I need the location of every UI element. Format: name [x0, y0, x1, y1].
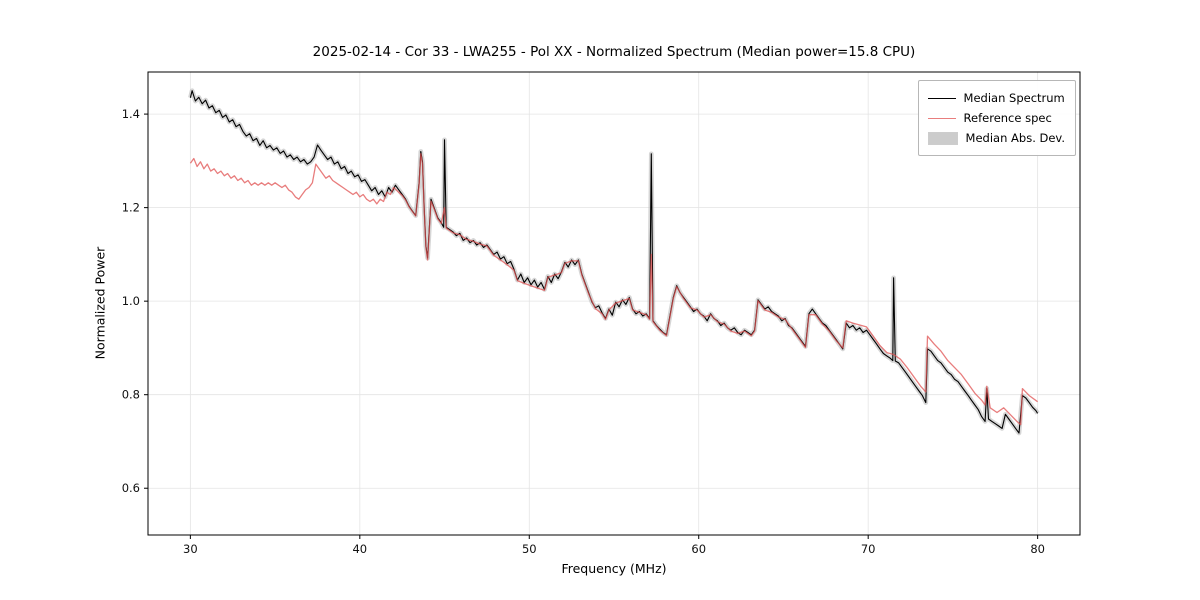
- legend-entry-reference-spec: Reference spec: [927, 108, 1065, 128]
- mad-band-swatch: [927, 131, 958, 145]
- reference-spec-swatch: [927, 117, 956, 119]
- svg-text:70: 70: [861, 542, 876, 556]
- legend-label: Median Abs. Dev.: [965, 131, 1065, 145]
- svg-text:80: 80: [1030, 542, 1045, 556]
- y-axis-label: Normalized Power: [92, 246, 108, 360]
- svg-text:0.6: 0.6: [122, 481, 140, 495]
- legend-entry-median-spectrum: Median Spectrum: [927, 88, 1065, 108]
- legend-entry-median-abs-dev: Median Abs. Dev.: [927, 128, 1065, 148]
- legend: Median Spectrum Reference spec Median Ab…: [917, 80, 1076, 156]
- svg-text:30: 30: [183, 542, 198, 556]
- svg-text:40: 40: [352, 542, 367, 556]
- median-spectrum-swatch: [927, 97, 956, 99]
- legend-label: Reference spec: [963, 111, 1052, 125]
- svg-text:1.0: 1.0: [122, 294, 140, 308]
- legend-label: Median Spectrum: [963, 91, 1065, 105]
- chart-title: 2025-02-14 - Cor 33 - LWA255 - Pol XX - …: [312, 44, 916, 60]
- x-axis-label: Frequency (MHz): [561, 561, 667, 576]
- svg-text:1.2: 1.2: [122, 201, 140, 215]
- svg-text:50: 50: [522, 542, 537, 556]
- svg-text:0.8: 0.8: [122, 388, 140, 402]
- svg-text:60: 60: [691, 542, 706, 556]
- svg-text:1.4: 1.4: [122, 107, 140, 121]
